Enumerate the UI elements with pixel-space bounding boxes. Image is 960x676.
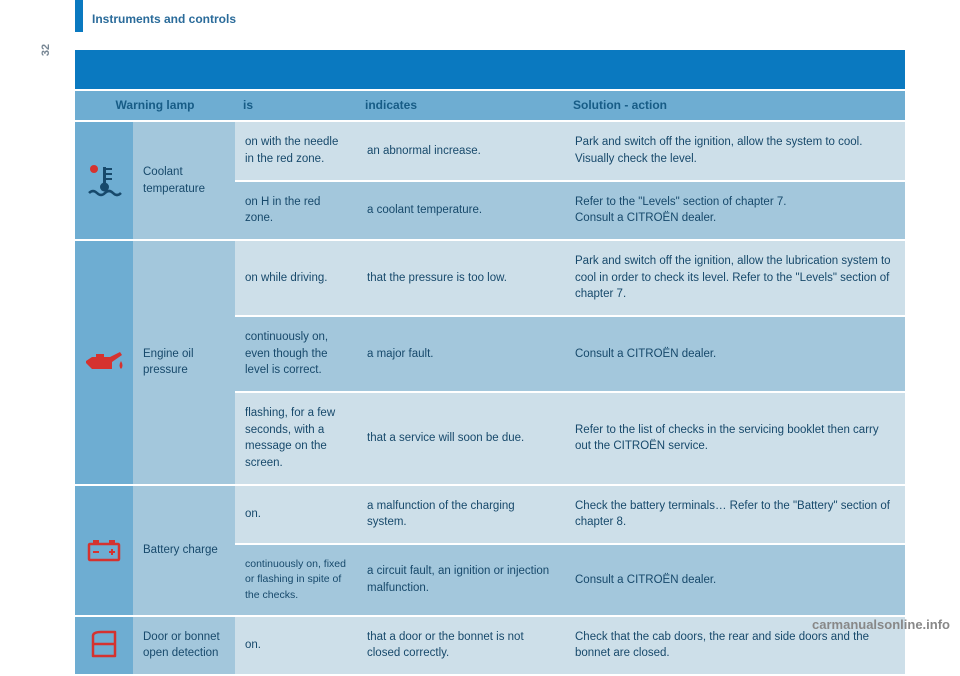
section-tab <box>75 0 83 32</box>
coolant-name: Coolant temperature <box>133 121 235 240</box>
battery-r2-sol: Consult a CITROËN dealer. <box>565 544 905 616</box>
battery-r1-sol: Check the battery terminals… Refer to th… <box>565 485 905 544</box>
coolant-r1-ind: an abnormal increase. <box>357 121 565 180</box>
oil-r3-sol: Refer to the list of checks in the servi… <box>565 392 905 485</box>
page: Instruments and controls 32 Warning lamp… <box>0 0 960 640</box>
coolant-r2-ind: a coolant temperature. <box>357 181 565 240</box>
coolant-r1-sol: Park and switch off the ignition, allow … <box>565 121 905 180</box>
coolant-icon-cell <box>75 121 133 240</box>
table-row: Battery charge on. a malfunction of the … <box>75 485 905 544</box>
watermark: carmanualsonline.info <box>812 617 950 632</box>
oil-r1-sol: Park and switch off the ignition, allow … <box>565 240 905 316</box>
oil-r3-ind: that a service will soon be due. <box>357 392 565 485</box>
oil-icon-cell <box>75 240 133 485</box>
header-indicates: indicates <box>357 90 565 121</box>
battery-r1-is: on. <box>235 485 357 544</box>
door-name: Door or bonnet open detection <box>133 616 235 675</box>
battery-name: Battery charge <box>133 485 235 616</box>
coolant-r1-is: on with the needle in the red zone. <box>235 121 357 180</box>
table-header-row: Warning lamp is indicates Solution - act… <box>75 90 905 121</box>
battery-icon <box>85 537 123 563</box>
table-row: Coolant temperature on with the needle i… <box>75 121 905 180</box>
coolant-temp-icon <box>84 161 124 201</box>
door-open-icon <box>87 630 121 660</box>
page-number: 32 <box>40 44 52 56</box>
oil-r1-is: on while driving. <box>235 240 357 316</box>
oil-r2-ind: a major fault. <box>357 316 565 392</box>
header-is: is <box>235 90 357 121</box>
section-title: Instruments and controls <box>92 12 236 26</box>
oil-r2-sol: Consult a CITROËN dealer. <box>565 316 905 392</box>
oil-r3-is: flashing, for a few seconds, with a mess… <box>235 392 357 485</box>
warning-lamp-table: Warning lamp is indicates Solution - act… <box>75 50 905 676</box>
battery-r1-ind: a malfunction of the charging system. <box>357 485 565 544</box>
table-row: Engine oil pressure on while driving. th… <box>75 240 905 316</box>
coolant-r2-sol: Refer to the "Levels" section of chapter… <box>565 181 905 240</box>
battery-r2-is: continuously on, fixed or flashing in sp… <box>235 544 357 616</box>
door-icon-cell <box>75 616 133 675</box>
oil-name: Engine oil pressure <box>133 240 235 485</box>
door-r1-ind: that a door or the bonnet is not closed … <box>357 616 565 675</box>
table-banner <box>75 50 905 90</box>
header-solution: Solution - action <box>565 90 905 121</box>
header-lamp: Warning lamp <box>75 90 235 121</box>
oil-can-icon <box>82 347 126 377</box>
door-r1-is: on. <box>235 616 357 675</box>
table-row: Door or bonnet open detection on. that a… <box>75 616 905 675</box>
battery-r2-ind: a circuit fault, an ignition or injectio… <box>357 544 565 616</box>
oil-r2-is: continuously on, even though the level i… <box>235 316 357 392</box>
coolant-r2-is: on H in the red zone. <box>235 181 357 240</box>
battery-icon-cell <box>75 485 133 616</box>
oil-r1-ind: that the pressure is too low. <box>357 240 565 316</box>
